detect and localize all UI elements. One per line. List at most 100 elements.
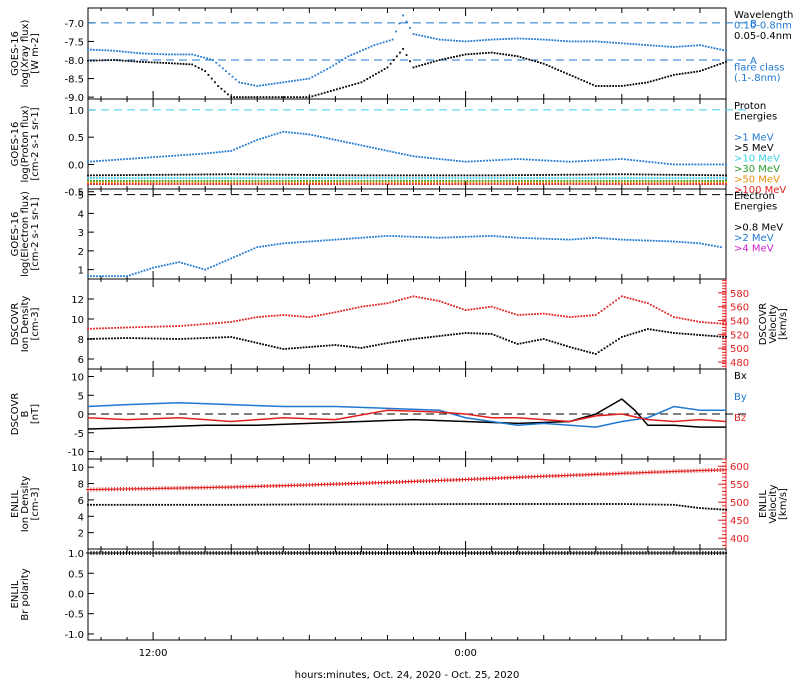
data-point: [620, 336, 623, 338]
data-point: [251, 173, 254, 176]
data-point: [638, 179, 641, 182]
data-point: [499, 174, 502, 177]
right-tick-label: 540: [730, 317, 749, 328]
data-point: [694, 163, 697, 166]
data-point: [563, 315, 565, 318]
data-point: [128, 503, 131, 506]
data-point: [328, 312, 331, 315]
data-point: [584, 160, 586, 162]
data-point: [265, 315, 267, 318]
data-point: [603, 85, 606, 87]
data-point: [716, 181, 718, 184]
data-point: [701, 179, 704, 182]
data-point: [159, 337, 162, 340]
data-point: [524, 181, 526, 184]
data-point: [644, 177, 647, 179]
data-point: [377, 343, 380, 346]
data-point: [302, 315, 305, 318]
data-point: [667, 75, 670, 78]
data-point: [470, 53, 473, 55]
data-point: [581, 177, 584, 179]
data-point: [92, 48, 95, 51]
data-point: [531, 237, 534, 240]
data-point: [479, 307, 481, 310]
data-point: [447, 39, 450, 42]
data-point: [167, 181, 170, 184]
data-point: [343, 345, 345, 347]
data-point: [387, 183, 390, 185]
data-point: [618, 238, 620, 241]
data-point: [603, 41, 606, 43]
data-point: [421, 337, 424, 339]
data-point: [513, 341, 516, 344]
data-point: [90, 179, 92, 182]
data-point: [460, 183, 463, 185]
data-point: [427, 174, 429, 177]
data-point: [452, 503, 455, 505]
data-point: [348, 308, 351, 311]
data-point: [432, 157, 435, 160]
data-point: [635, 177, 638, 179]
data-point: [719, 177, 721, 179]
data-point: [253, 84, 256, 87]
series-dscovr-density-ion-density: [87, 328, 727, 355]
data-point: [114, 275, 116, 278]
data-point: [318, 179, 320, 182]
data-point: [194, 177, 197, 179]
data-point: [340, 310, 343, 312]
data-point: [480, 160, 482, 162]
data-point: [508, 236, 510, 239]
data-point: [623, 238, 626, 241]
data-point: [111, 327, 113, 329]
data-point: [363, 346, 366, 349]
data-point: [278, 503, 281, 506]
y-axis-label: Ion Density: [20, 476, 31, 533]
data-point: [212, 177, 215, 179]
data-point: [197, 179, 200, 182]
data-point: [138, 157, 140, 160]
data-point: [450, 56, 453, 59]
data-point: [563, 71, 565, 74]
data-point: [196, 337, 199, 340]
data-point: [254, 503, 257, 506]
data-point: [630, 159, 632, 161]
y-axis-label: [cm-3]: [30, 487, 41, 520]
data-point: [701, 44, 704, 47]
data-point: [99, 179, 101, 182]
data-point: [560, 177, 563, 179]
data-point: [215, 151, 218, 154]
data-point: [296, 346, 299, 349]
data-point: [241, 338, 244, 341]
data-point: [551, 503, 554, 505]
data-point: [603, 307, 606, 310]
y-axis-label: DSCOVR: [10, 303, 21, 346]
data-point: [614, 158, 617, 161]
data-point: [663, 503, 666, 506]
data-point: [357, 177, 360, 179]
data-point: [644, 301, 646, 304]
data-point: [90, 327, 92, 330]
data-point: [366, 345, 369, 348]
data-point: [482, 306, 484, 309]
data-point: [334, 238, 337, 241]
data-point: [227, 93, 229, 96]
data-point: [181, 337, 184, 340]
data-point: [363, 177, 366, 179]
data-point: [674, 173, 677, 176]
data-point: [187, 324, 190, 327]
data-point: [384, 174, 387, 177]
data-point: [327, 179, 330, 182]
data-point: [472, 179, 475, 182]
data-point: [357, 82, 360, 85]
data-point: [285, 314, 288, 317]
data-point: [131, 181, 134, 184]
data-point: [454, 177, 457, 179]
data-point: [415, 177, 417, 179]
data-point: [188, 181, 191, 184]
data-point: [692, 181, 695, 184]
data-point: [105, 327, 107, 330]
data-point: [192, 153, 195, 156]
y-tick-label: 5: [78, 391, 84, 402]
data-point: [687, 505, 690, 508]
right-tick-label: 580: [730, 289, 749, 300]
